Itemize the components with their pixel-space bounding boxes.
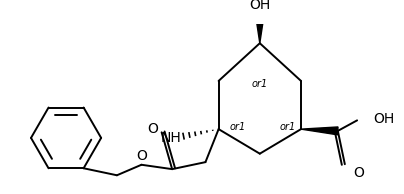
Polygon shape: [256, 17, 264, 43]
Text: or1: or1: [229, 122, 245, 132]
Text: O: O: [147, 122, 158, 136]
Text: NH: NH: [161, 131, 182, 145]
Text: or1: or1: [252, 79, 268, 88]
Text: OH: OH: [249, 0, 270, 12]
Text: O: O: [354, 166, 364, 180]
Text: OH: OH: [373, 112, 394, 126]
Text: or1: or1: [279, 122, 295, 132]
Text: O: O: [136, 149, 147, 163]
Polygon shape: [301, 127, 338, 135]
